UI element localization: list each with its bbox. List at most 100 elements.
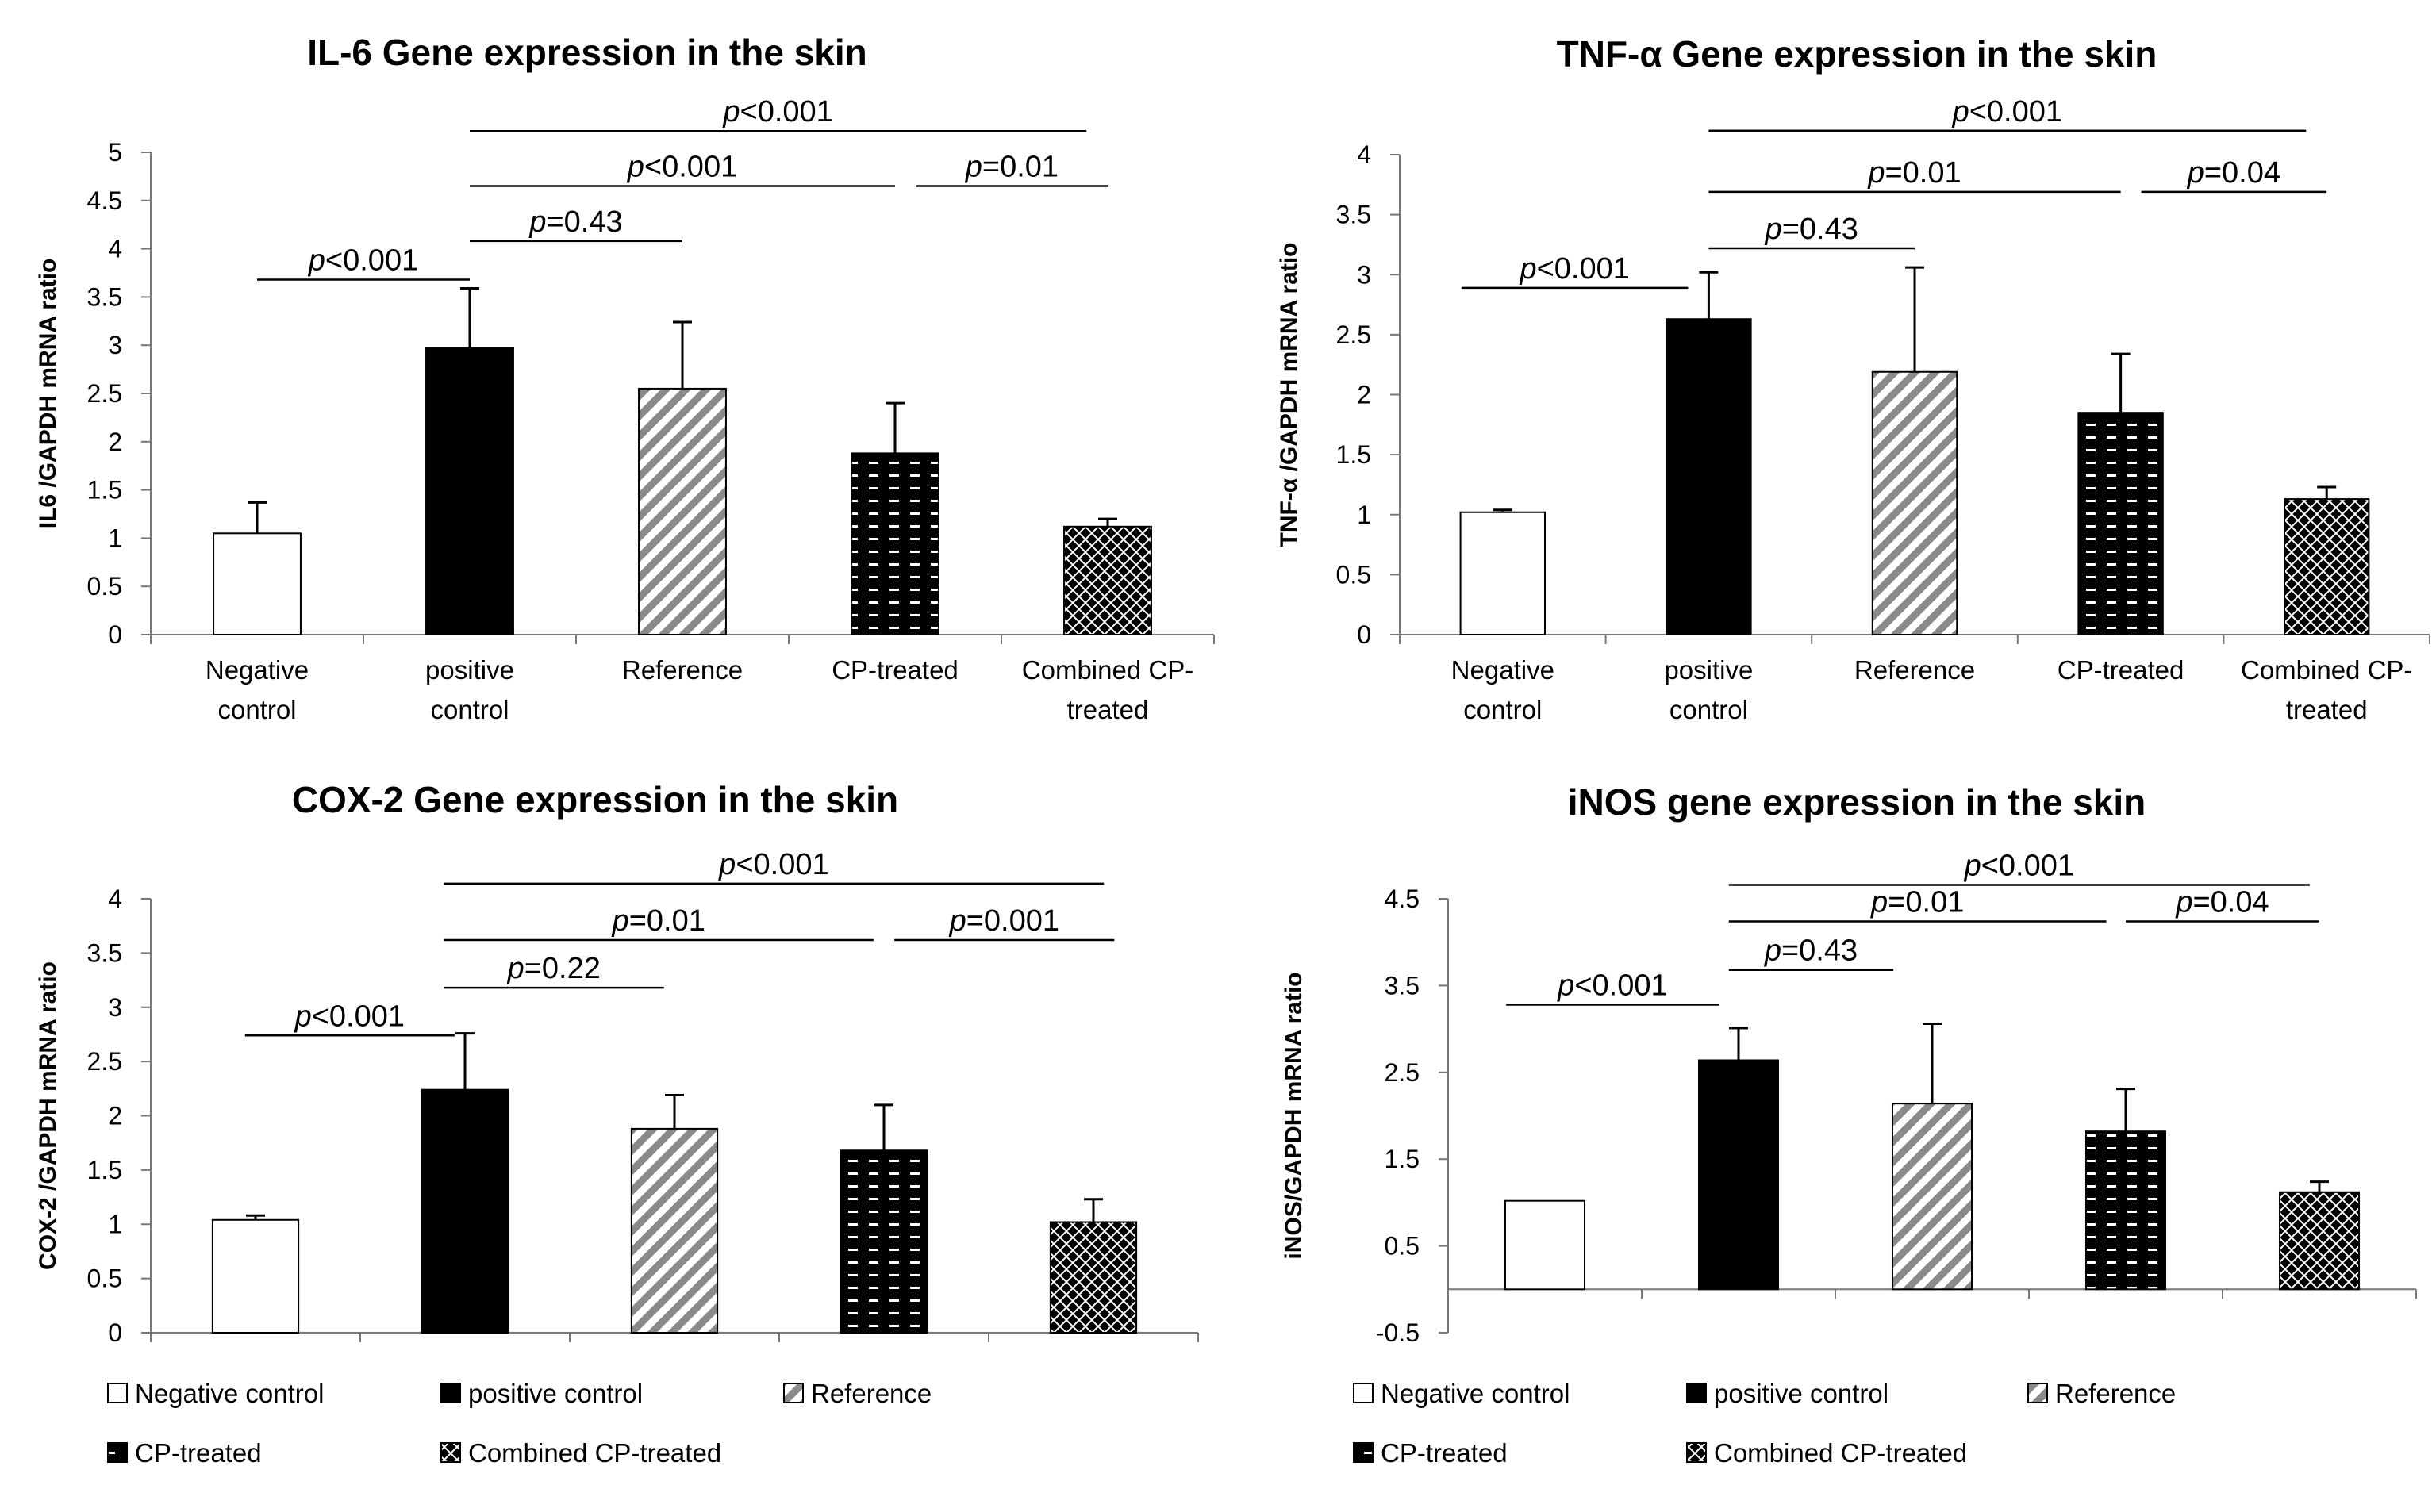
category-label: Negative <box>206 655 309 685</box>
legend-swatch <box>440 1442 461 1463</box>
y-tick-label: 3 <box>108 993 122 1022</box>
significance-label: p=0.43 <box>1764 934 1858 968</box>
legend-label: Reference <box>811 1379 932 1408</box>
y-tick-label: 1.5 <box>1336 440 1371 469</box>
significance-label: p<0.001 <box>627 151 737 184</box>
significance-label: p<0.001 <box>722 95 832 129</box>
bar-1 <box>1459 511 1547 635</box>
bar-3 <box>1891 1103 1973 1291</box>
y-tick-label: 1.5 <box>87 476 122 505</box>
legend-label: Reference <box>2055 1379 2176 1408</box>
y-tick-label: 4.5 <box>1385 885 1420 913</box>
legend-swatch <box>107 1442 128 1463</box>
significance-label: p=0.43 <box>1765 213 1858 246</box>
significance-label: p=0.01 <box>612 904 705 938</box>
bar-5 <box>1049 1221 1138 1334</box>
category-label: control <box>1463 695 1542 724</box>
bar-4 <box>840 1149 928 1334</box>
y-tick-label: 3 <box>1357 260 1371 289</box>
significance-label: p<0.001 <box>308 244 418 278</box>
y-tick-label: 2.5 <box>87 1047 122 1076</box>
bar-4 <box>851 452 939 636</box>
y-tick-label: 1 <box>1357 501 1371 529</box>
y-axis-label: IL6 /GAPDH mRNA ratio <box>35 259 61 529</box>
category-label: CP-treated <box>2058 655 2184 685</box>
significance-label: p<0.001 <box>1952 95 2062 129</box>
y-tick-label: 5 <box>108 138 122 167</box>
chart-panel-2: TNF-α Gene expression in the skin TNF-α /… <box>1276 33 2430 724</box>
category-label: Reference <box>1854 655 1975 685</box>
chart-title: iNOS gene expression in the skin <box>1568 781 2146 823</box>
bar-2 <box>425 347 514 635</box>
chart-title: TNF-α Gene expression in the skin <box>1557 33 2157 75</box>
category-label: control <box>217 695 296 724</box>
bar-2 <box>421 1088 509 1334</box>
significance-label: p=0.01 <box>1867 156 1961 190</box>
bar-4 <box>2077 412 2164 635</box>
bar-5 <box>2278 1191 2361 1291</box>
y-tick-label: 3.5 <box>1336 201 1371 229</box>
legend: Negative control positive control Referenc… <box>1353 1379 2176 1468</box>
y-tick-label: 1.5 <box>1385 1145 1420 1173</box>
legend-label: Negative control <box>1381 1379 1570 1408</box>
legend-swatch <box>2027 1383 2048 1403</box>
y-tick-label: 1.5 <box>87 1156 122 1184</box>
chart-panel-3: COX-2 Gene expression in the skin COX-2 /… <box>35 779 1199 1468</box>
y-tick-label: 0.5 <box>1385 1232 1420 1261</box>
y-tick-label: 4 <box>108 885 122 913</box>
bar-5 <box>2283 498 2370 636</box>
legend-swatch <box>440 1383 461 1403</box>
category-label: positive <box>425 655 514 685</box>
legend-label: Combined CP-treated <box>468 1438 721 1468</box>
significance-label: p<0.001 <box>718 848 828 881</box>
chart-title: IL-6 Gene expression in the skin <box>307 32 867 73</box>
y-tick-label: 2 <box>108 1102 122 1130</box>
category-label: treated <box>1067 695 1149 724</box>
category-label: positive <box>1664 655 1753 685</box>
legend-label: Combined CP-treated <box>1714 1438 1967 1468</box>
significance-label: p<0.001 <box>1557 969 1667 1002</box>
significance-label: p=0.22 <box>507 952 601 985</box>
y-tick-label: 0.5 <box>87 572 122 601</box>
y-tick-label: 3.5 <box>1385 971 1420 1000</box>
bar-1 <box>213 532 302 636</box>
y-tick-label: 0 <box>108 620 122 649</box>
y-tick-label: -0.5 <box>1376 1318 1420 1347</box>
y-tick-label: 4 <box>1357 140 1371 169</box>
legend-label: positive control <box>1714 1379 1888 1408</box>
y-axis-label: TNF-α /GAPDH mRNA ratio <box>1276 243 1302 547</box>
chart-title: COX-2 Gene expression in the skin <box>292 779 898 820</box>
bar-1 <box>1504 1199 1586 1291</box>
bar-2 <box>1666 318 1752 635</box>
category-label: Negative <box>1451 655 1554 685</box>
significance-label: p<0.001 <box>1964 849 2074 882</box>
y-tick-label: 0.5 <box>87 1264 122 1293</box>
y-tick-label: 1 <box>108 1210 122 1238</box>
y-tick-label: 2 <box>108 428 122 456</box>
y-tick-label: 2 <box>1357 381 1371 409</box>
y-tick-label: 4 <box>108 235 122 263</box>
significance-label: p=0.01 <box>965 151 1059 184</box>
y-tick-label: 3.5 <box>87 282 122 311</box>
significance-label: p<0.001 <box>294 1000 405 1033</box>
bar-3 <box>1871 370 1958 635</box>
significance-label: p=0.01 <box>1870 885 1964 919</box>
y-tick-label: 1 <box>108 524 122 552</box>
y-tick-label: 2.5 <box>1336 320 1371 349</box>
bar-4 <box>2084 1130 2167 1291</box>
category-label: control <box>1669 695 1748 724</box>
bar-2 <box>1697 1059 1780 1291</box>
chart-panel-1: IL-6 Gene expression in the skin IL6 /GAP… <box>35 32 1215 724</box>
legend-label: positive control <box>468 1379 643 1408</box>
y-tick-label: 3 <box>108 331 122 359</box>
significance-label: p=0.04 <box>2175 885 2269 919</box>
category-label: treated <box>2286 695 2368 724</box>
y-tick-label: 0 <box>1357 620 1371 649</box>
significance-label: p<0.001 <box>1519 252 1629 286</box>
category-label: CP-treated <box>832 655 959 685</box>
y-axis-label: iNOS/GAPDH mRNA ratio <box>1281 972 1307 1259</box>
legend: Negative control positive control Referenc… <box>107 1379 932 1468</box>
category-label: Combined CP- <box>1022 655 1193 685</box>
legend-label: CP-treated <box>135 1438 262 1468</box>
